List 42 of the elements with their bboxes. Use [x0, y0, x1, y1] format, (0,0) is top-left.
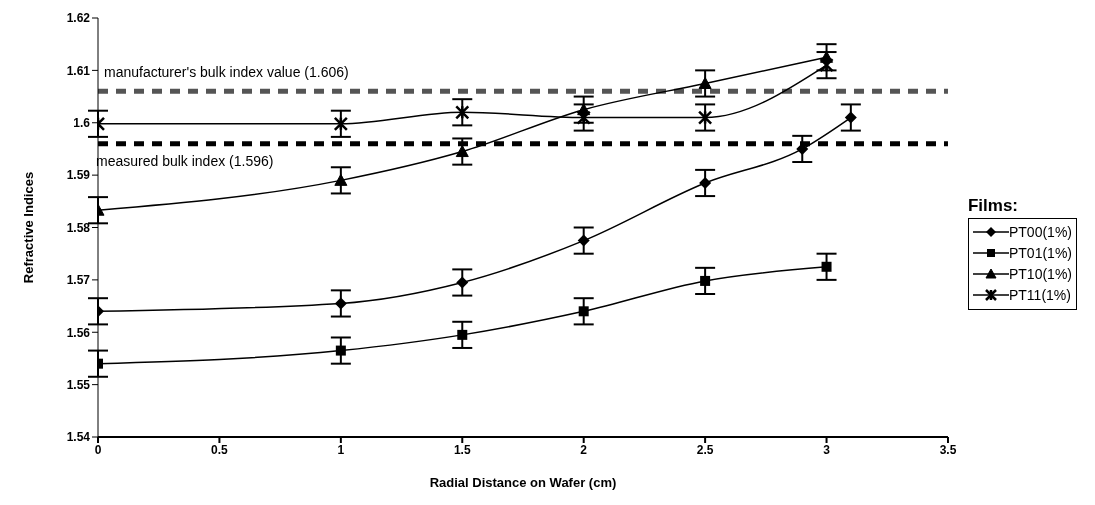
y-tick-label: 1.6	[73, 116, 91, 131]
x-tick-label: 0	[94, 442, 102, 457]
point	[334, 173, 348, 186]
point	[821, 261, 832, 272]
x-tick-label: 2	[580, 442, 588, 457]
x-tick-label: 3	[823, 442, 831, 457]
y-tick-label: 1.54	[66, 430, 91, 445]
y-tick-label: 1.58	[66, 220, 91, 235]
point	[335, 345, 346, 356]
x-tick-label: 0.5	[211, 442, 229, 457]
point	[578, 306, 589, 317]
point	[698, 76, 712, 89]
ref-line-label: manufacturer's bulk index value (1.606)	[104, 64, 349, 81]
point	[334, 297, 347, 310]
x-tick-label: 1	[337, 442, 345, 457]
point	[697, 110, 713, 125]
y-tick-label: 1.55	[66, 377, 91, 392]
legend-label: PT10(1%)	[1008, 266, 1072, 282]
y-tick-label: 1.56	[66, 325, 91, 340]
x-tick-label: 1.5	[453, 442, 471, 457]
ref-line-label: measured bulk index (1.596)	[96, 152, 274, 169]
point	[456, 276, 469, 289]
point	[577, 234, 590, 247]
point	[700, 275, 711, 286]
y-tick-label: 1.59	[66, 168, 91, 183]
legend-label: PT11(1%)	[1008, 287, 1071, 303]
y-tick-label: 1.61	[66, 63, 91, 78]
x-tick-label: 3.5	[939, 442, 957, 457]
legend-title: Films:	[967, 195, 1020, 216]
y-tick-label: 1.57	[66, 273, 91, 288]
point	[457, 329, 468, 340]
y-axis-title: Refractive Indices	[20, 171, 36, 284]
point	[455, 145, 469, 158]
x-tick-label: 2.5	[696, 442, 714, 457]
legend-label: PT00(1%)	[1008, 224, 1072, 240]
point	[699, 176, 712, 189]
y-tick-label: 1.62	[66, 11, 91, 26]
legend-label: PT01(1%)	[1008, 245, 1072, 261]
point	[333, 116, 349, 132]
point	[455, 105, 470, 120]
x-axis-title: Radial Distance on Wafer (cm)	[429, 475, 617, 490]
point	[844, 111, 857, 124]
